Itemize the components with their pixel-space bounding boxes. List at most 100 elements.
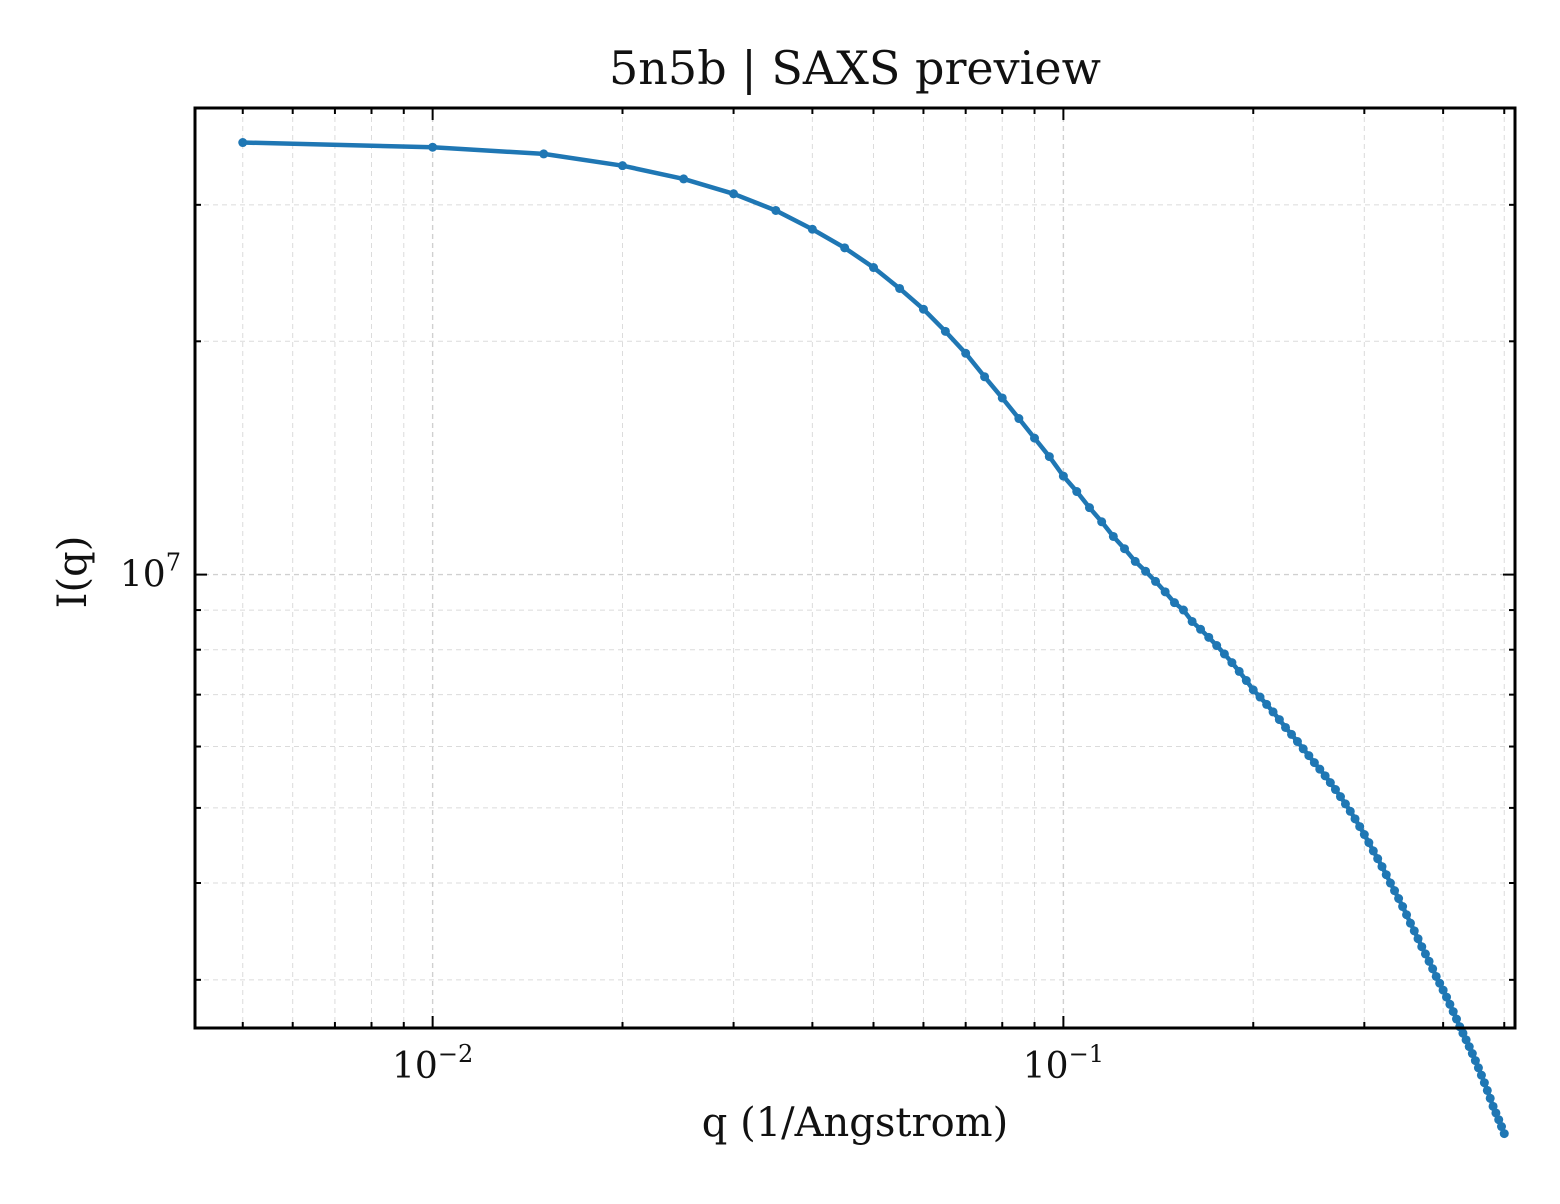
data-point xyxy=(980,372,990,382)
data-point xyxy=(1364,838,1374,848)
data-point xyxy=(1473,1063,1483,1073)
data-point xyxy=(238,138,248,148)
data-point xyxy=(1499,1129,1509,1139)
data-point xyxy=(1431,971,1441,981)
x-tick-label-base: 10 xyxy=(1023,1046,1069,1087)
data-point xyxy=(940,326,950,336)
data-point xyxy=(1491,1108,1501,1118)
data-point xyxy=(1405,918,1415,928)
data-point xyxy=(1287,729,1297,739)
data-point xyxy=(428,142,438,152)
data-point xyxy=(1409,926,1419,936)
data-point xyxy=(729,189,739,199)
data-point xyxy=(1385,878,1395,888)
data-point xyxy=(1461,1035,1471,1045)
data-point xyxy=(771,205,781,215)
data-point xyxy=(1097,517,1107,527)
x-tick-label-exponent: −1 xyxy=(1069,1040,1104,1068)
data-point xyxy=(1417,942,1427,952)
data-point xyxy=(1320,771,1330,781)
data-point xyxy=(1030,433,1040,443)
x-tick-label-exponent: −2 xyxy=(438,1040,473,1068)
data-point xyxy=(1476,1070,1486,1080)
data-point xyxy=(1452,1014,1461,1024)
data-point xyxy=(1470,1056,1480,1066)
data-point xyxy=(1084,503,1094,513)
data-point xyxy=(1196,624,1206,634)
data-point xyxy=(1178,605,1188,615)
data-point xyxy=(895,283,905,293)
data-point xyxy=(1394,894,1404,903)
data-point xyxy=(1072,487,1082,497)
y-tick-label-exponent: 7 xyxy=(166,549,181,577)
data-point xyxy=(1281,722,1291,732)
data-point xyxy=(1241,676,1251,686)
data-point xyxy=(1325,778,1335,788)
x-axis-label: q (1/Angstrom) xyxy=(702,1100,1008,1146)
data-point xyxy=(1355,822,1365,832)
data-point xyxy=(1058,471,1068,481)
data-point xyxy=(1445,999,1455,1009)
data-point xyxy=(961,348,971,358)
data-point xyxy=(1377,862,1387,872)
data-point xyxy=(1402,910,1412,920)
data-point xyxy=(1204,632,1214,642)
data-point xyxy=(1428,964,1438,974)
data-point xyxy=(1448,1007,1458,1017)
data-point xyxy=(1359,830,1369,840)
data-point xyxy=(1044,452,1054,462)
data-point xyxy=(1234,666,1244,676)
data-point xyxy=(1248,685,1258,695)
chart-title: 5n5b | SAXS preview xyxy=(609,41,1101,95)
y-axis-label: I(q) xyxy=(50,536,96,609)
data-point xyxy=(1485,1093,1495,1103)
data-point xyxy=(918,304,928,314)
data-layer xyxy=(238,138,1509,1139)
data-point xyxy=(1420,949,1430,959)
data-point xyxy=(1435,978,1445,988)
plot-frame xyxy=(193,106,1517,1030)
data-point xyxy=(1373,854,1383,864)
data-point xyxy=(1479,1078,1489,1088)
data-point xyxy=(1335,792,1345,802)
data-point xyxy=(1390,886,1400,896)
data-point xyxy=(1467,1049,1477,1059)
data-point xyxy=(1381,870,1391,880)
data-point xyxy=(1212,641,1222,651)
data-point xyxy=(1482,1085,1492,1095)
tick-layer xyxy=(195,107,1515,1028)
data-point xyxy=(1120,544,1130,554)
data-point xyxy=(1398,902,1408,912)
data-point xyxy=(679,174,689,184)
data-point xyxy=(1187,616,1197,626)
grid-layer xyxy=(195,107,1515,1028)
data-point xyxy=(539,149,549,159)
data-point xyxy=(1108,531,1118,541)
data-point xyxy=(1298,744,1308,754)
data-point xyxy=(1292,737,1302,747)
data-point xyxy=(1345,806,1355,816)
data-point xyxy=(1494,1115,1504,1125)
data-point xyxy=(1227,658,1237,668)
data-point xyxy=(1350,814,1360,824)
x-tick-label-base: 10 xyxy=(392,1046,438,1087)
data-point xyxy=(1309,758,1319,768)
data-point xyxy=(869,263,879,273)
data-point xyxy=(997,393,1007,403)
data-point xyxy=(1497,1122,1506,1132)
data-point xyxy=(840,243,850,253)
data-point xyxy=(1274,715,1284,725)
data-point xyxy=(1442,992,1452,1002)
data-point xyxy=(1330,785,1340,795)
data-point xyxy=(1130,556,1140,566)
data-point xyxy=(1160,587,1170,597)
data-point xyxy=(1151,576,1161,586)
x-tick-label: 10−1 xyxy=(1023,1040,1104,1087)
data-point xyxy=(1368,846,1378,856)
data-point xyxy=(618,161,628,171)
data-point xyxy=(1169,598,1179,608)
data-point xyxy=(1014,414,1024,424)
